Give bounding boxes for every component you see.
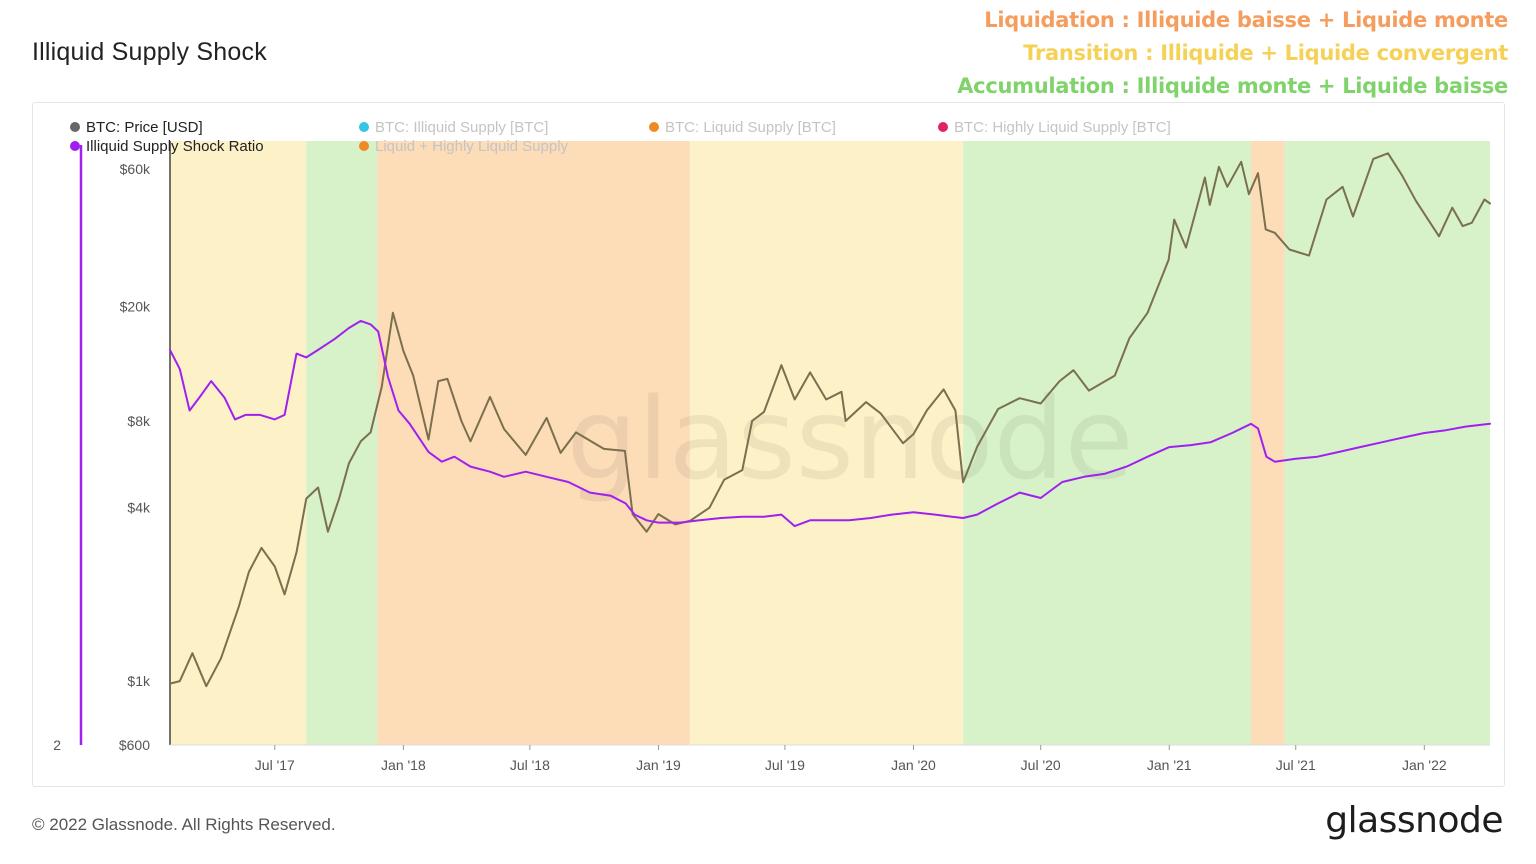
x-tick-label: Jul '18 [510, 757, 550, 773]
legend-dot [359, 122, 369, 132]
phase-note-accumulation: Accumulation : Illiquide monte + Liquide… [957, 74, 1508, 98]
phase-note-liquidation: Liquidation : Illiquide baisse + Liquide… [984, 8, 1508, 32]
legend: BTC: Price [USD] BTC: Illiquid Supply [BT… [70, 119, 1171, 155]
x-tick-label: Jul '21 [1276, 757, 1316, 773]
phase-note-transition: Transition : Illiquide + Liquide converg… [1023, 41, 1508, 65]
legend-label: Liquid + Highly Liquid Supply [375, 138, 569, 155]
series-line-btc-price [169, 152, 1491, 688]
legend-item: Illiquid Supply Shock Ratio [70, 138, 264, 155]
y-right-tick-label: 2 [53, 737, 61, 753]
x-tick-label: Jan '18 [381, 757, 426, 773]
x-tick-label: Jan '20 [891, 757, 936, 773]
legend-dot [938, 122, 948, 132]
legend-dot [70, 122, 80, 132]
legend-dot [359, 141, 369, 151]
y-tick-label: $20k [120, 298, 151, 314]
phase-band-transition [170, 141, 307, 745]
legend-label: Illiquid Supply Shock Ratio [86, 138, 264, 155]
legend-label: BTC: Price [USD] [86, 119, 203, 136]
page-title: Illiquid Supply Shock [32, 38, 267, 66]
watermark: glassnode [566, 375, 1133, 505]
legend-item: BTC: Highly Liquid Supply [BTC] [938, 119, 1171, 136]
legend-label: BTC: Highly Liquid Supply [BTC] [954, 119, 1171, 136]
phase-notes: Liquidation : Illiquide baisse + Liquide… [957, 4, 1508, 103]
x-tick-label: Jul '19 [765, 757, 805, 773]
x-tick-label: Jan '22 [1402, 757, 1447, 773]
legend-label: BTC: Liquid Supply [BTC] [665, 119, 836, 136]
y-tick-label: $60k [120, 161, 151, 177]
phase-band-accumulation [306, 141, 378, 745]
phase-band-liquidation [1251, 141, 1285, 745]
y-tick-label: $4k [127, 500, 151, 516]
legend-label: BTC: Illiquid Supply [BTC] [375, 119, 548, 136]
phase-band-accumulation [1284, 141, 1490, 745]
legend-dot [70, 141, 80, 151]
legend-item: BTC: Price [USD] [70, 119, 203, 136]
y-tick-label: $1k [127, 673, 151, 689]
y-tick-label: $8k [127, 413, 151, 429]
legend-item: BTC: Liquid Supply [BTC] [649, 119, 836, 136]
x-tick-label: Jan '21 [1147, 757, 1192, 773]
chart: glassnode $600 $1k $4k $8k $20k $60k 2 Jul '17 Ja… [53, 119, 1491, 773]
copyright-text: © 2022 Glassnode. All Rights Reserved. [32, 815, 336, 834]
glassnode-logo[interactable]: glassnode [1325, 800, 1503, 841]
series-line-supply-shock-ratio [169, 319, 1491, 528]
x-tick-label: Jan '19 [636, 757, 681, 773]
y-tick-label: $600 [119, 737, 150, 753]
x-tick-label: Jul '17 [255, 757, 295, 773]
legend-item: BTC: Illiquid Supply [BTC] [359, 119, 548, 136]
chart-card: glassnode $600 $1k $4k $8k $20k $60k 2 Jul '17 Ja… [32, 102, 1505, 787]
legend-item: Liquid + Highly Liquid Supply [359, 138, 569, 155]
x-tick-label: Jul '20 [1021, 757, 1061, 773]
phase-band-transition [689, 141, 964, 745]
phase-bands [170, 141, 1490, 745]
phase-band-liquidation [377, 141, 690, 745]
legend-dot [649, 122, 659, 132]
